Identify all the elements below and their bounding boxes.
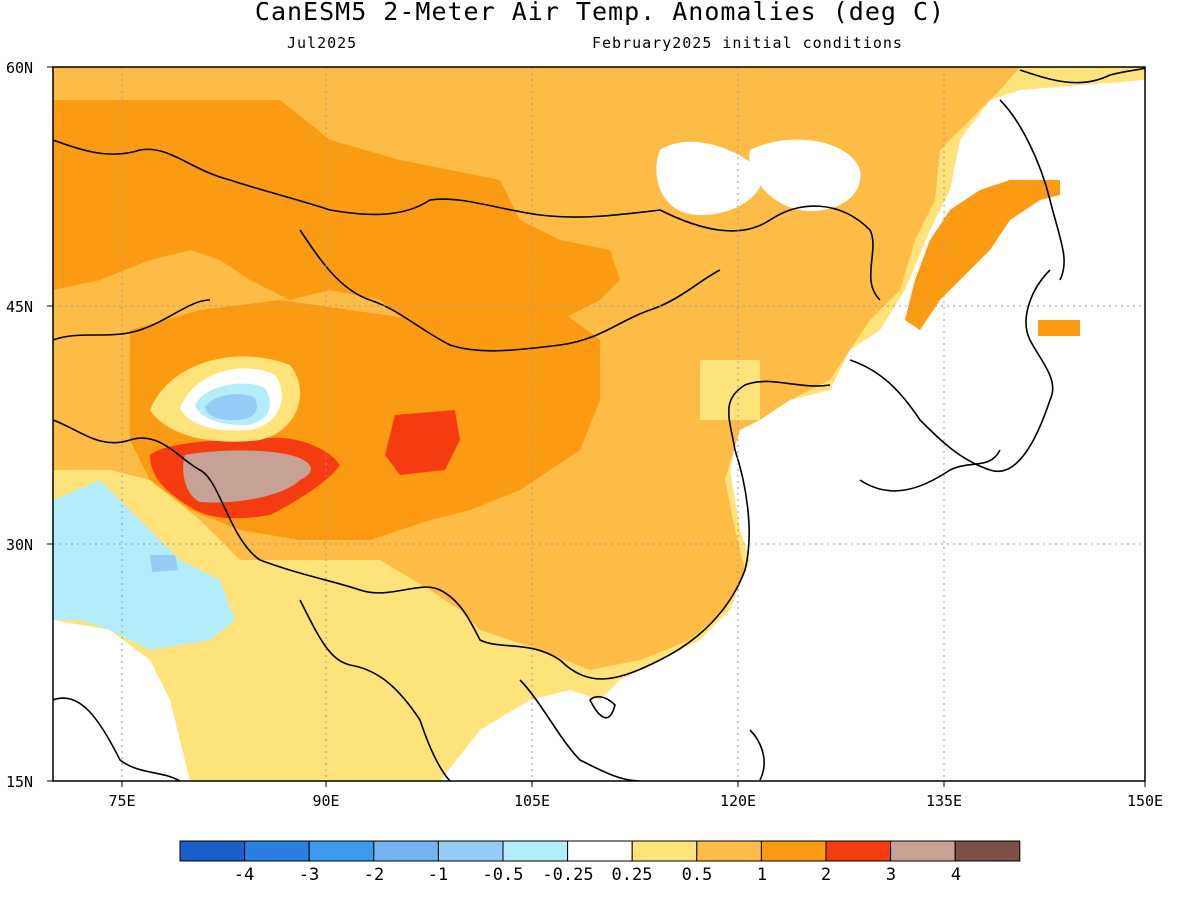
northeast-strong-warm-region	[905, 180, 1060, 330]
lat-label-15n: 15N	[6, 773, 33, 791]
northchina-weak-warm-patch	[700, 360, 760, 420]
colorbar-label-minus-0-5: -0.5	[483, 865, 524, 885]
forecast-month-label: Jul2025	[287, 34, 358, 52]
colorbar-swatch	[502, 840, 569, 862]
colorbar-label-minus-1: -1	[428, 865, 448, 885]
lat-label-30n: 30N	[6, 536, 33, 554]
colorbar-label-0-25: 0.25	[612, 865, 653, 885]
colorbar-swatch	[244, 840, 310, 862]
colorbar-swatch	[179, 840, 246, 862]
colorbar-label-3: 3	[886, 865, 896, 885]
colorbar-swatch	[825, 840, 892, 862]
tick-marks	[47, 66, 1146, 787]
colorbar-swatch	[631, 840, 698, 862]
colorbar-swatch	[760, 840, 827, 862]
lon-label-120e: 120E	[720, 792, 756, 810]
colorbar-label-0-5: 0.5	[682, 865, 713, 885]
hokkaido-warm-patch	[1038, 320, 1080, 336]
lat-label-60n: 60N	[6, 59, 33, 77]
map-title: CanESM5 2-Meter Air Temp. Anomalies (deg…	[254, 0, 946, 26]
india-cool-core	[150, 555, 178, 572]
colorbar-label-1: 1	[757, 865, 767, 885]
colorbar-swatch	[567, 840, 633, 862]
lon-label-150e: 150E	[1127, 792, 1163, 810]
colorbar-swatch	[308, 840, 375, 862]
lon-label-135e: 135E	[926, 792, 962, 810]
colorbar-label-minus-0-25: -0.25	[542, 865, 593, 885]
colorbar-swatches	[179, 840, 1021, 862]
colorbar-label-minus-3: -3	[299, 865, 319, 885]
map-frame	[52, 66, 1146, 782]
south-india-neutral	[53, 620, 190, 781]
colorbar-swatch	[696, 840, 762, 862]
colorbar-label-minus-2: -2	[364, 865, 384, 885]
lon-label-105e: 105E	[514, 792, 550, 810]
lon-label-90e: 90E	[312, 792, 339, 810]
colorbar-label-4: 4	[951, 865, 961, 885]
land-strong-warm-region	[53, 100, 620, 360]
manchuria-neutral-patch	[749, 139, 861, 211]
lat-label-45n: 45N	[6, 298, 33, 316]
colorbar-label-minus-4: -4	[234, 865, 254, 885]
gridlines	[53, 67, 1145, 781]
initial-conditions-label: February2025 initial conditions	[592, 34, 903, 52]
colorbar-swatch	[373, 840, 439, 862]
colorbar-swatch	[954, 840, 1021, 862]
tarim-cool-core	[205, 394, 257, 421]
colorbar-swatch	[890, 840, 956, 862]
mongolia-neutral-patch	[656, 141, 762, 215]
anomaly-map: 60N 45N 30N 15N 75E 90E 105E 120E 135E 1…	[6, 59, 1163, 810]
qinghai-hot-anomaly	[385, 410, 460, 475]
india-cool-anomaly	[53, 480, 235, 650]
colorbar-swatch	[437, 840, 504, 862]
coastlines	[53, 67, 1145, 781]
colorbar-label-2: 2	[821, 865, 831, 885]
lon-label-75e: 75E	[108, 792, 135, 810]
